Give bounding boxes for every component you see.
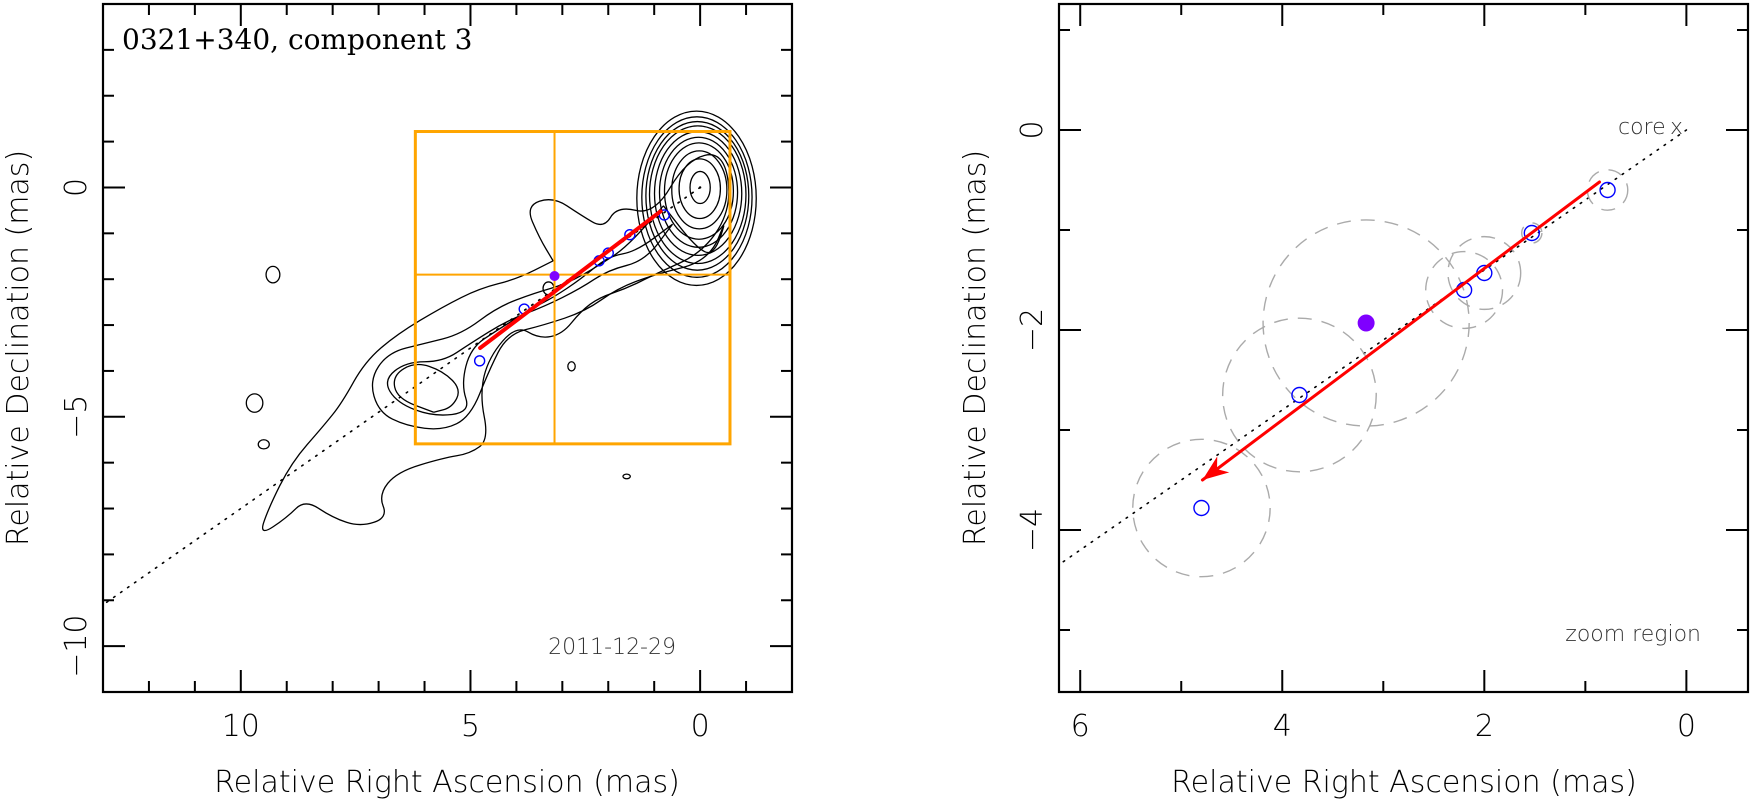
left-panel: 10 5 0 0 −5 −10 0321+340, component 3 2011-12… — [1, 2, 794, 800]
jet-contour — [371, 205, 725, 430]
zoom-box-outline — [413, 130, 732, 446]
x-tick-label: 6 — [1071, 709, 1090, 744]
right-y-axis-label: Relative Declination (mas) — [958, 150, 993, 546]
y-tick-label: −2 — [1015, 308, 1050, 352]
highlight-component-marker — [1357, 314, 1375, 332]
ridge-line — [1058, 129, 1688, 566]
core-contour — [663, 142, 735, 240]
ridge-line-dots — [1058, 129, 1688, 566]
isolated-contour — [265, 265, 281, 284]
x-tick-label: 5 — [461, 709, 480, 744]
core-contour — [645, 120, 750, 271]
highlight-component-marker — [549, 270, 560, 281]
zoom-region-label: zoom region — [1565, 622, 1701, 647]
left-plot-frame — [101, 2, 794, 694]
component-size-circle — [1586, 169, 1629, 211]
component-size-circle — [1447, 235, 1522, 311]
core-contour — [641, 116, 753, 278]
contour-map — [245, 110, 757, 532]
right-x-axis-label: Relative Right Ascension (mas) — [1171, 765, 1637, 800]
motion-vector — [478, 209, 663, 350]
component-size-circle — [1425, 250, 1504, 330]
x-tick-label: 4 — [1273, 709, 1292, 744]
y-tick-label: −10 — [59, 614, 94, 677]
y-tick-label: −4 — [1015, 508, 1050, 552]
jet-contour — [386, 223, 674, 416]
component-size-circle — [1521, 222, 1543, 244]
right-panel: 6 4 2 0 0 −2 −4 core x zoom region Relative Ri… — [958, 2, 1750, 800]
arrowhead-icon — [1202, 456, 1230, 480]
components — [1193, 181, 1616, 517]
component-size-circle — [1221, 317, 1377, 473]
core-contour — [636, 110, 757, 287]
left-x-axis-label: Relative Right Ascension (mas) — [214, 765, 680, 800]
y-tick-label: 0 — [1015, 120, 1050, 139]
right-plot-frame — [1057, 2, 1750, 694]
left-plot-title: 0321+340, component 3 — [122, 23, 472, 56]
component-marker — [473, 355, 486, 367]
isolated-contour — [257, 439, 270, 450]
jet-contour — [261, 154, 730, 532]
y-tick-label: 0 — [59, 178, 94, 197]
left-ticks: 10 5 0 0 −5 −10 — [59, 3, 793, 744]
component-size-circles — [1132, 169, 1629, 578]
x-tick-label: 0 — [1677, 709, 1696, 744]
component-size-circle — [1132, 438, 1271, 578]
isolated-contour — [622, 473, 631, 480]
core-contour — [671, 150, 728, 230]
zoom-region-box — [413, 130, 732, 446]
date-label: 2011-12-29 — [548, 635, 676, 660]
component-marker — [1599, 181, 1616, 199]
component-marker — [624, 229, 636, 241]
motion-vector — [1200, 180, 1601, 482]
core-contour — [689, 170, 711, 205]
core-contour — [678, 158, 722, 220]
component-marker — [1523, 224, 1541, 242]
component-marker — [1193, 499, 1210, 517]
x-tick-label: 0 — [691, 709, 710, 744]
x-tick-label: 10 — [222, 709, 260, 744]
isolated-contour — [567, 361, 576, 372]
motion-vector-line — [478, 209, 663, 350]
core-contour — [648, 125, 747, 265]
highlight-size-circle — [1262, 219, 1470, 427]
component-marker — [1291, 386, 1308, 404]
isolated-contour — [245, 393, 264, 413]
y-tick-label: −5 — [59, 395, 94, 439]
core-marker: x — [1670, 115, 1683, 140]
motion-vector-line — [1200, 180, 1601, 482]
core-label: core — [1618, 115, 1666, 140]
jet-contour — [393, 363, 459, 413]
left-y-axis-label: Relative Declination (mas) — [1, 150, 36, 546]
component-marker — [658, 209, 671, 221]
x-tick-label: 2 — [1475, 709, 1494, 744]
right-ticks: 6 4 2 0 0 −2 −4 — [1015, 4, 1748, 744]
